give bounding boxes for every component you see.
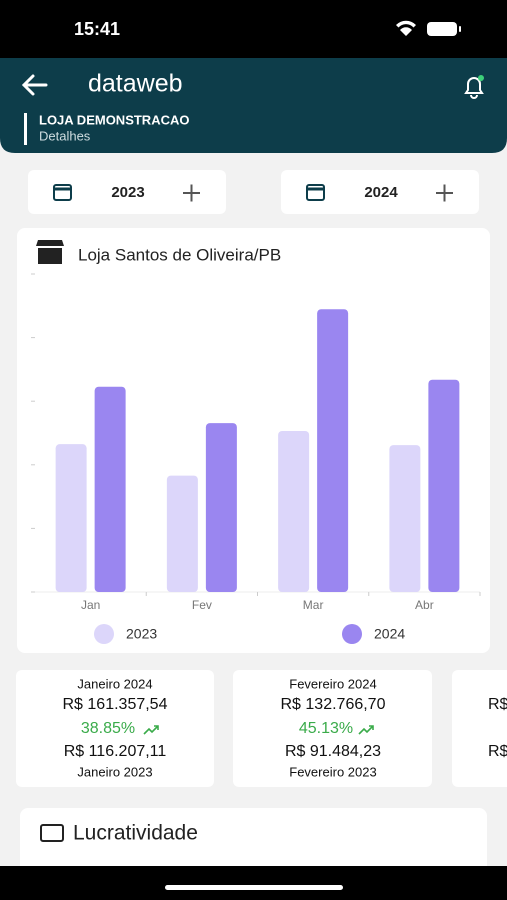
status-bar [0,0,507,62]
store-marker [24,113,27,145]
trend-icon [358,725,374,735]
status-icons [396,20,461,36]
section-title: Lucratividade [73,822,198,845]
legend-label: 2024 [374,626,405,642]
bar [428,379,460,592]
year-picker[interactable]: 2024 [281,170,479,214]
bar [205,423,237,592]
year-picker[interactable]: 2023 [28,170,226,214]
card-previous-value: R$ [488,743,507,760]
card-change: 45.13% [299,720,353,737]
header [0,58,507,153]
status-time: 15:41 [74,19,120,39]
comparison-card: Fevereiro 2024 R$ 132.766,70 45.13% R$ 9… [233,670,432,787]
bar [166,475,198,592]
card-change: 38.85% [81,720,135,737]
card-current-value: R$ [488,696,507,713]
card-previous-value: R$ 91.484,23 [285,743,381,760]
section-card [20,808,487,878]
brand-logo: dataweb [88,70,183,98]
card-current-label: Janeiro 2024 [77,676,152,691]
x-tick-label: Abr [415,598,434,612]
x-tick-label: Mar [303,598,324,612]
notification-dot [478,75,484,81]
legend-label: 2023 [126,626,157,642]
store-name: LOJA DEMONSTRACAO [39,112,189,127]
back-button[interactable] [21,74,48,96]
card-current-value: R$ 132.766,70 [281,696,386,713]
home-bar [0,866,507,900]
home-indicator [165,885,343,890]
bar [389,445,421,592]
card-previous-label: Janeiro 2023 [77,764,152,779]
bar-chart: Jan Fev Mar Abr 2023 2024 [31,273,481,644]
card-previous-label: Fevereiro 2023 [289,764,376,779]
bar [55,444,87,592]
comparison-card: R$ R$ [452,670,507,787]
card-previous-value: R$ 116.207,11 [64,743,167,760]
legend-marker [342,624,362,644]
chart-title: Loja Santos de Oliveira/PB [78,245,281,264]
bar [94,386,126,592]
bar [317,309,349,592]
store-icon [36,240,64,264]
notification-button[interactable] [464,77,484,99]
x-tick-label: Jan [81,598,100,612]
chart-card [17,228,490,653]
x-tick-label: Fev [192,598,212,612]
comparison-card: Janeiro 2024 R$ 161.357,54 38.85% R$ 116… [16,670,214,787]
bar [278,430,310,592]
legend-marker [94,624,114,644]
store-subtitle: Detalhes [39,128,91,143]
year-label: 2024 [364,184,398,201]
section-icon [40,824,64,842]
card-current-label: Fevereiro 2024 [289,676,376,691]
year-label: 2023 [111,184,144,201]
card-current-value: R$ 161.357,54 [63,696,168,713]
trend-icon [143,725,159,735]
